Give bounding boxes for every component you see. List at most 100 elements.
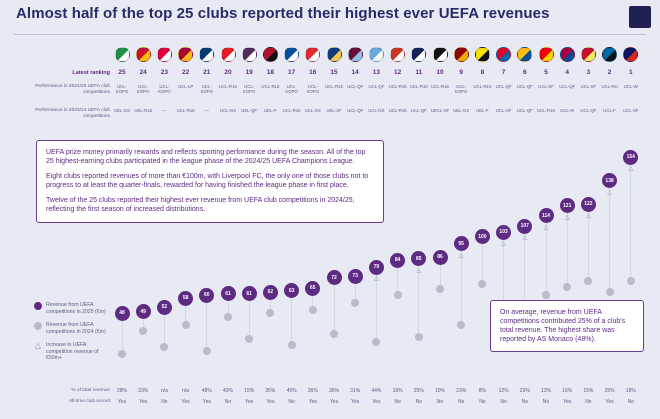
row-label-performance-2324: Performance in 2023/24 UEFA club competi… [35,108,110,119]
revenue-2024-dot [202,347,211,356]
club-crest-icon [262,47,278,62]
commentary-paragraph-1: UEFA prize money primarily rewards and r… [46,149,366,166]
purple-dot-icon [34,302,42,310]
change-connector-line [291,290,293,346]
club-crest-icon [220,47,236,62]
change-connector-line [269,292,271,313]
revenue-2025-dot: 107 [517,218,533,234]
club-crest-icon [517,47,533,62]
performance-2425-value: UCL-KOPO [158,84,171,95]
pct-of-revenue-value: 19% [392,388,403,394]
performance-2324-value: UEL-F [476,108,489,113]
legend-item-2025: Revenue from UEFA competitions in 2025 (… [34,302,120,315]
pct-of-revenue-value: 12% [540,388,551,394]
all-time-record-value: Yes [563,399,572,405]
ranking-value: 6 [522,69,527,76]
change-connector-line [481,236,483,284]
row-label-all-time-record: All-time club record [68,399,110,404]
pct-of-revenue-value: 25% [413,388,424,394]
club-crest-icon [347,47,363,62]
performance-2425-value: UCL-R16 [431,84,449,89]
performance-2324-value: UCL-R16 [282,108,301,113]
chart-legend: Revenue from UEFA competitions in 2025 (… [34,302,120,369]
performance-2324-value: UCL-GS [368,108,385,113]
commentary-paragraph-3: Twelve of the 25 clubs reported their hi… [46,197,355,214]
club-crest-icon [390,47,406,62]
performance-2324-value: UEL-QF [241,108,258,113]
club-crest-icon [474,47,490,62]
pct-of-revenue-value: n/a [182,388,190,394]
performance-2324-value: UCL-QF [410,108,427,113]
revenue-2024-dot [414,332,423,341]
performance-2324-value: UCL-QF [516,108,533,113]
pct-of-revenue-value: 15% [244,388,255,394]
performance-2324-value: UEL-F [264,108,277,113]
increase-50m-triangle-icon: △ [522,235,528,242]
performance-2425-value: UCL-QF [559,84,576,89]
pct-of-revenue-value: 31% [350,388,361,394]
club-crest-icon [284,47,300,62]
performance-2324-value: UCL-W [560,108,575,113]
change-connector-line [163,307,165,347]
performance-2425-value: UCL-KOPO [306,84,319,95]
performance-2425-value: UCL-W [623,84,638,89]
all-time-record-value: No [627,399,634,405]
performance-2324-value: UCL-GS [219,108,237,113]
revenue-2024-dot [605,288,614,297]
all-time-record-value: No [394,399,401,405]
pct-of-revenue-value: 18% [625,388,636,394]
performance-2324-value: UCL-GS [304,108,321,113]
change-connector-line [227,293,229,318]
club-crest-icon [623,47,639,62]
change-connector-line [354,276,356,303]
revenue-2025-dot: 79 [368,259,384,275]
revenue-2025-dot: 84 [390,252,406,268]
title-divider [14,34,646,35]
revenue-2024-dot [436,285,444,294]
pct-of-revenue-value: 43% [222,388,233,394]
club-crest-icon [135,47,151,62]
all-time-record-value: No [415,399,422,405]
club-crest-icon [432,47,448,62]
revenue-2025-dot: 85 [411,251,427,267]
ranking-value: 17 [287,69,296,76]
row-label-pct-revenue: % of total revenue [71,388,110,393]
legend-item-increase: △ Increase in UEFA competition revenue o… [34,342,120,362]
all-time-record-value: Yes [266,399,275,405]
revenue-2025-dot: 60 [199,287,215,303]
commentary-paragraph-2: Eight clubs reported revenues of more th… [46,173,369,190]
revenue-2025-dot: 138 [602,173,618,189]
performance-2324-value: UEL-GS [453,108,470,113]
all-time-record-value: No [457,399,465,405]
pct-of-revenue-value: 44% [371,388,382,394]
ranking-value: 24 [139,69,147,76]
pct-of-revenue-value: 36% [328,388,339,394]
change-connector-line [545,215,547,296]
revenue-2024-dot [330,329,338,338]
all-time-record-value: No [479,399,486,405]
all-time-record-value: Yes [245,399,254,405]
pct-of-revenue-value: 33% [138,388,149,394]
increase-50m-triangle-icon: △ [543,224,549,231]
callout-text: On average, revenue from UEFA competitio… [500,309,626,344]
revenue-2024-dot [160,342,169,351]
revenue-2024-dot [118,350,126,359]
pct-of-revenue-value: 45% [286,388,297,394]
revenue-2024-dot [308,306,317,315]
change-connector-line [439,257,441,290]
revenue-2025-dot: 103 [496,224,512,240]
performance-2425-value: UCL-R16 [325,84,343,89]
performance-2324-value: UCL-SF [495,108,512,113]
revenue-2025-dot: 62 [262,284,278,300]
row-label-latest-ranking: Latest ranking [72,70,110,76]
ranking-value: 15 [330,69,338,76]
revenue-2025-dot: 86 [432,249,448,265]
performance-2425-value: UCL-RU [601,84,618,89]
revenue-2025-dot: 100 [474,229,490,245]
change-connector-line [587,204,589,281]
performance-2324-value: UCL-QF [347,108,364,113]
revenue-2025-dot: 73 [347,268,363,284]
revenue-2024-dot [372,338,381,347]
club-crest-icon [114,47,130,62]
